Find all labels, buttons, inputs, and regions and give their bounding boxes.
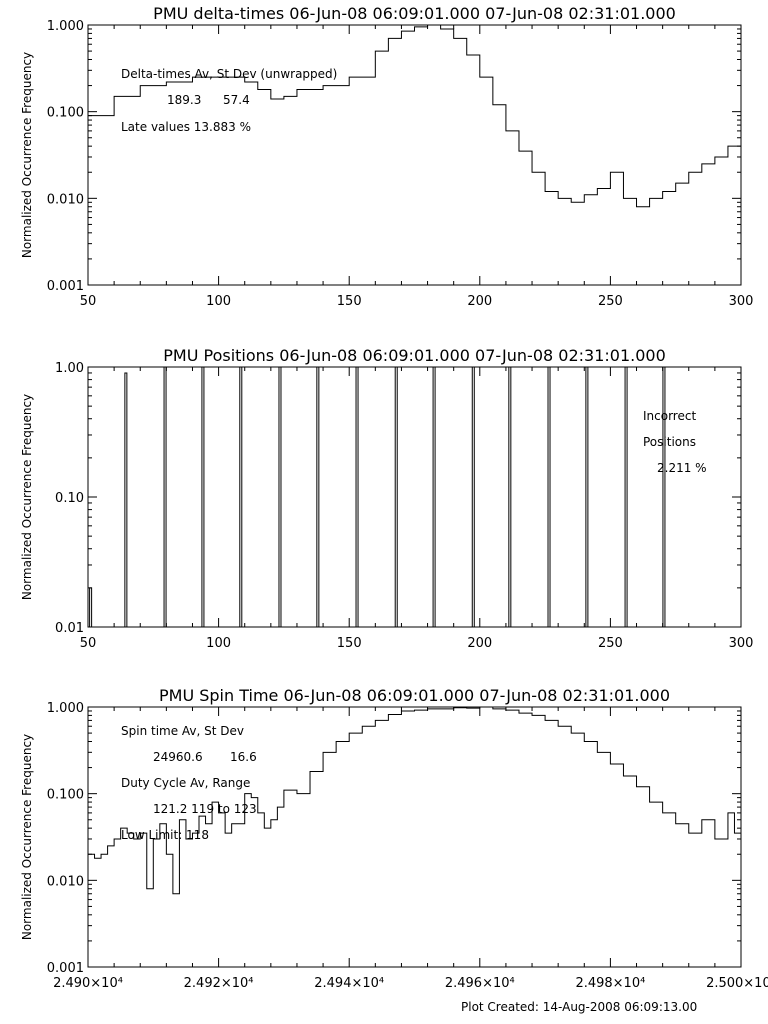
chart1-stats-heading: Delta-times Av, St Dev (unwrapped) <box>121 67 337 81</box>
chart3-x-tick-label: 2.498×10⁴ <box>575 976 645 991</box>
chart1-y-tick-label: 0.010 <box>47 192 84 207</box>
chart1-y-axis-label: Normalized Occurrence Frequency <box>20 52 34 258</box>
chart2-position-spike <box>471 366 475 627</box>
chart3-title: PMU Spin Time 06-Jun-08 06:09:01.000 07-… <box>159 686 670 705</box>
chart2-position-spike <box>163 366 167 627</box>
chart2-plot-frame <box>87 366 742 628</box>
chart3-x-tick-label: 2.492×10⁴ <box>184 976 254 991</box>
chart2-position-spike <box>355 366 359 627</box>
chart2-x-tick-label: 150 <box>337 636 362 651</box>
chart2-title: PMU Positions 06-Jun-08 06:09:01.000 07-… <box>163 346 666 365</box>
chart1-late-values: Late values 13.883 % <box>121 120 251 134</box>
chart2-position-spike <box>662 366 666 627</box>
chart1-x-tick-label: 150 <box>337 294 362 309</box>
chart3-y-tick-label: 0.010 <box>47 874 84 889</box>
chart1-stats-mean: 189.3 <box>167 93 201 107</box>
chart2-y-tick-label: 0.01 <box>55 621 84 636</box>
chart2-position-spike <box>624 366 628 627</box>
chart3-spin-stats-heading: Spin time Av, St Dev <box>121 724 244 738</box>
chart2-y-tick-label: 0.10 <box>55 491 84 506</box>
chart2-position-spike <box>432 366 436 627</box>
chart1-x-tick-label: 50 <box>80 294 97 309</box>
chart2-position-spike <box>239 366 243 627</box>
chart3-plot-frame <box>87 706 742 968</box>
chart3-x-tick-label: 2.496×10⁴ <box>445 976 515 991</box>
chart3-y-tick-label: 1.000 <box>47 701 84 716</box>
chart1-x-tick-label: 100 <box>206 294 231 309</box>
chart1-stats-stdev: 57.4 <box>223 93 250 107</box>
chart2-position-spike <box>124 372 128 627</box>
chart3-y-tick-label: 0.001 <box>47 961 84 976</box>
chart1-plot-frame <box>87 24 742 286</box>
chart3-y-axis-label: Normalized Occurrence Frequency <box>20 734 34 940</box>
chart2-incorrect-label: Incorrect <box>643 409 696 423</box>
chart2-positions-label: Positions <box>643 435 696 449</box>
chart2-y-tick-label: 1.00 <box>55 361 84 376</box>
chart1-title: PMU delta-times 06-Jun-08 06:09:01.000 0… <box>153 4 676 23</box>
chart2-position-spike <box>547 366 551 627</box>
chart3-x-tick-label: 2.494×10⁴ <box>314 976 384 991</box>
chart3-duty-cycle-heading: Duty Cycle Av, Range <box>121 776 250 790</box>
chart2-y-axis-label: Normalized Occurrence Frequency <box>20 394 34 600</box>
chart2-position-spike <box>316 366 320 627</box>
chart2-position-spike <box>394 366 398 627</box>
chart3-spin-mean: 24960.6 <box>153 750 203 764</box>
chart1-x-tick-label: 200 <box>467 294 492 309</box>
chart1-x-tick-label: 250 <box>598 294 623 309</box>
chart2-position-spike <box>278 366 282 627</box>
chart3-y-tick-label: 0.100 <box>47 788 84 803</box>
chart1: PMU delta-times 06-Jun-08 06:09:01.000 0… <box>20 4 753 309</box>
chart1-y-tick-label: 0.100 <box>47 106 84 121</box>
chart2-x-tick-label: 250 <box>598 636 623 651</box>
chart2-position-spike <box>508 366 512 627</box>
chart2-x-tick-label: 200 <box>467 636 492 651</box>
chart1-x-tick-label: 300 <box>729 294 754 309</box>
chart1-y-tick-label: 0.001 <box>47 279 84 294</box>
chart2-position-spike <box>89 587 93 627</box>
plot-created-footer: Plot Created: 14-Aug-2008 06:09:13.00 <box>461 1000 698 1014</box>
chart2-position-spike <box>585 366 589 627</box>
chart2-x-tick-label: 100 <box>206 636 231 651</box>
chart2-position-spike <box>201 366 205 627</box>
chart2-x-tick-label: 300 <box>729 636 754 651</box>
chart1-histogram-line <box>88 24 742 208</box>
chart3-x-tick-label: 2.490×10⁴ <box>53 976 123 991</box>
chart3-duty-cycle-range: 121.2 119 to 123 <box>153 802 257 816</box>
chart3-x-tick-label: 2.500×10⁴ <box>706 976 768 991</box>
chart3-histogram-line <box>88 706 741 895</box>
chart2: PMU Positions 06-Jun-08 06:09:01.000 07-… <box>20 346 753 651</box>
chart3-spin-stdev: 16.6 <box>230 750 257 764</box>
chart1-y-tick-label: 1.000 <box>47 19 84 34</box>
chart3-low-limit: Low Limit: 118 <box>121 828 209 842</box>
chart2-incorrect-percent: 2.211 % <box>657 461 707 475</box>
chart3: PMU Spin Time 06-Jun-08 06:09:01.000 07-… <box>20 686 768 991</box>
chart2-x-tick-label: 50 <box>80 636 97 651</box>
